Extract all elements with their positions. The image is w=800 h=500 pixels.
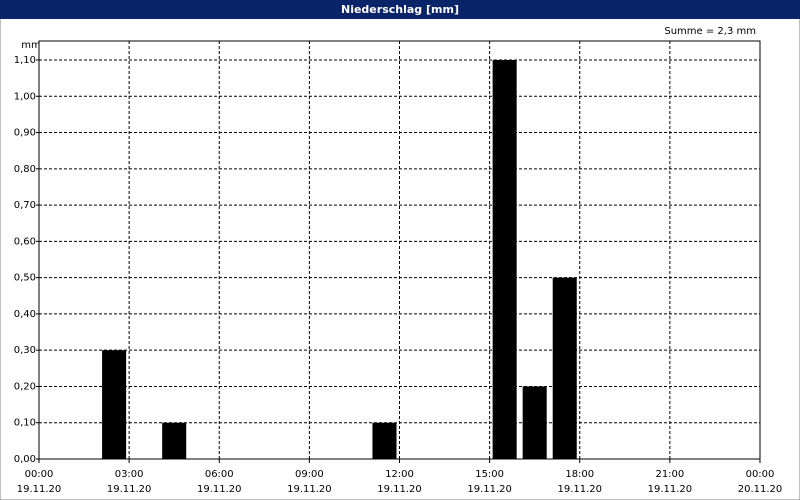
x-tick-label: 09:00 bbox=[295, 469, 324, 480]
y-tick-label: 0,80 bbox=[14, 164, 36, 175]
y-tick-label: 0,10 bbox=[14, 418, 36, 429]
x-tick-date: 19.11.20 bbox=[467, 484, 512, 495]
y-tick-label: 0,20 bbox=[14, 381, 36, 392]
bar bbox=[492, 60, 517, 459]
annotation: Summe = 2,3 mm bbox=[664, 26, 756, 37]
y-tick-label: 0,40 bbox=[14, 309, 36, 320]
y-axis-label: mm bbox=[21, 40, 40, 51]
bar bbox=[372, 422, 397, 459]
x-tick-date: 19.11.20 bbox=[197, 484, 242, 495]
x-tick-label: 12:00 bbox=[385, 469, 414, 480]
x-tick-date: 20.11.20 bbox=[738, 484, 783, 495]
y-tick-label: 0,30 bbox=[14, 345, 36, 356]
x-tick-label: 21:00 bbox=[655, 469, 684, 480]
x-tick-label: 00:00 bbox=[746, 469, 775, 480]
x-tick-label: 00:00 bbox=[25, 469, 54, 480]
x-tick-date: 19.11.20 bbox=[557, 484, 602, 495]
x-tick-date: 19.11.20 bbox=[107, 484, 152, 495]
x-tick-label: 15:00 bbox=[475, 469, 504, 480]
y-tick-label: 0,60 bbox=[14, 236, 36, 247]
x-tick-date: 19.11.20 bbox=[287, 484, 332, 495]
x-tick-date: 19.11.20 bbox=[648, 484, 693, 495]
bar bbox=[162, 422, 187, 459]
x-tick-date: 19.11.20 bbox=[17, 484, 62, 495]
bar bbox=[522, 386, 547, 459]
x-tick-label: 18:00 bbox=[565, 469, 594, 480]
y-tick-label: 0,70 bbox=[14, 200, 36, 211]
x-tick-date: 19.11.20 bbox=[377, 484, 422, 495]
y-tick-label: 0,00 bbox=[14, 454, 36, 465]
x-tick-label: 03:00 bbox=[115, 469, 144, 480]
y-tick-label: 0,90 bbox=[14, 128, 36, 139]
bar bbox=[102, 350, 127, 459]
y-tick-label: 1,00 bbox=[14, 91, 36, 102]
title-bar bbox=[0, 0, 800, 19]
plot-border bbox=[38, 40, 761, 460]
plot-area bbox=[38, 40, 761, 460]
chart-title: Niederschlag [mm] bbox=[341, 3, 459, 16]
y-tick-label: 0,50 bbox=[14, 273, 36, 284]
bar bbox=[552, 277, 577, 459]
y-tick-label: 1,10 bbox=[14, 55, 36, 66]
x-tick-label: 06:00 bbox=[205, 469, 234, 480]
